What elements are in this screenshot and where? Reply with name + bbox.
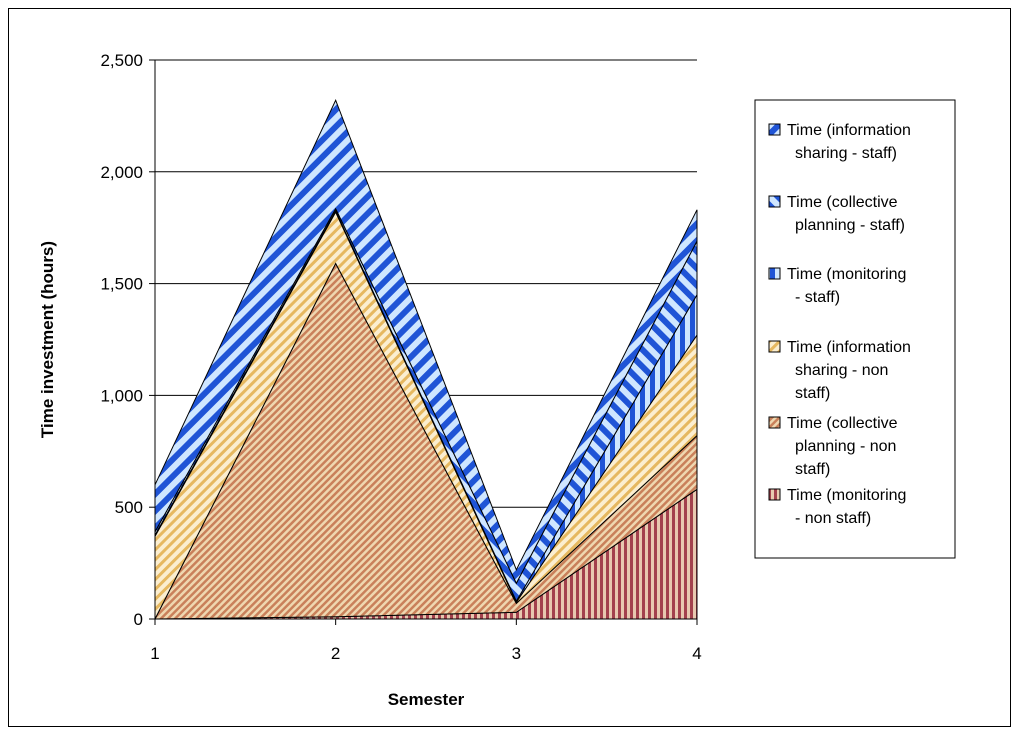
legend-entry: Time (monitoring - staff): [768, 266, 906, 306]
legend-box: [754, 99, 956, 559]
legend-label: planning - non: [795, 438, 896, 455]
series-area-5: [154, 98, 698, 585]
legend-label: planning - staff): [795, 217, 905, 234]
legend: Time (information sharing - staff) Time (c…: [754, 99, 956, 559]
y-tick-label: 1,500: [100, 275, 143, 294]
legend-label: Time (monitoring: [787, 487, 906, 504]
x-axis-title: Semester: [388, 690, 465, 709]
series-areas: [154, 98, 698, 620]
legend-entry: Time (information sharing - non staff): [768, 339, 911, 402]
legend-label: Time (monitoring: [787, 266, 906, 283]
legend-label: - staff): [795, 289, 840, 306]
legend-label: Time (information: [787, 122, 911, 139]
y-tick-label: 1,000: [100, 386, 143, 405]
legend-label: - non staff): [795, 510, 871, 527]
legend-swatch: [768, 488, 781, 501]
legend-swatch: [768, 267, 781, 280]
legend-label: Time (information: [787, 339, 911, 356]
x-tick-label: 4: [692, 644, 701, 663]
legend-swatch: [768, 416, 781, 429]
y-tick-label: 2,000: [100, 163, 143, 182]
legend-label: Time (collective: [787, 415, 898, 432]
legend-entry: Time (collective planning - non staff): [768, 415, 898, 478]
y-axis-title: Time investment (hours): [38, 241, 57, 438]
x-tick-label: 2: [331, 644, 340, 663]
axes: [154, 60, 697, 620]
x-tick-label: 1: [150, 644, 159, 663]
legend-label: Time (collective: [787, 194, 898, 211]
legend-entry: Time (monitoring - non staff): [768, 487, 906, 527]
tick-labels: 0 500 1,000 1,500 2,000 2,500 1 2 3 4: [100, 51, 701, 663]
legend-label: sharing - non: [795, 362, 888, 379]
legend-swatch: [768, 195, 781, 208]
legend-label: sharing - staff): [795, 145, 897, 162]
x-tick-label: 3: [512, 644, 521, 663]
legend-swatch: [768, 123, 781, 136]
y-tick-label: 0: [134, 610, 143, 629]
legend-entry: Time (information sharing - staff): [768, 122, 911, 162]
y-tick-label: 2,500: [100, 51, 143, 70]
legend-label: staff): [795, 461, 830, 478]
legend-entry: Time (collective planning - staff): [768, 194, 905, 234]
legend-swatch: [768, 340, 781, 353]
legend-label: staff): [795, 385, 830, 402]
y-tick-label: 500: [115, 498, 143, 517]
